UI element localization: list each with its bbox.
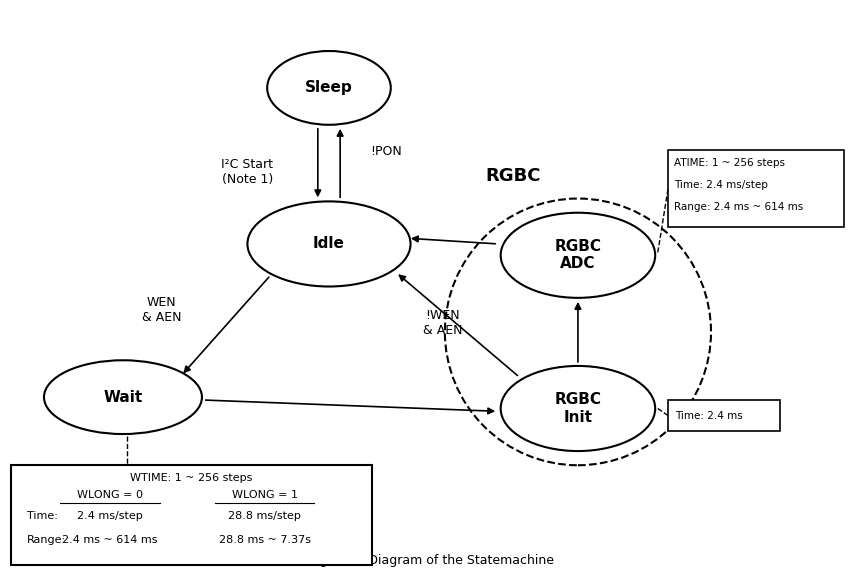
Text: Range: 2.4 ms ~ 614 ms: Range: 2.4 ms ~ 614 ms (674, 202, 804, 212)
Text: 2.4 ms ~ 614 ms: 2.4 ms ~ 614 ms (62, 535, 158, 545)
Text: Time: 2.4 ms/step: Time: 2.4 ms/step (674, 180, 768, 190)
Ellipse shape (500, 213, 655, 298)
Text: Figure 3: Diagram of the Statemachine: Figure 3: Diagram of the Statemachine (310, 555, 554, 567)
Text: WLONG = 1: WLONG = 1 (232, 490, 297, 500)
Text: Time:: Time: (27, 511, 58, 521)
Text: !PON: !PON (370, 145, 402, 158)
Ellipse shape (247, 201, 410, 286)
Text: WEN
& AEN: WEN & AEN (142, 296, 181, 324)
FancyBboxPatch shape (11, 465, 372, 564)
Text: WTIME: 1 ~ 256 steps: WTIME: 1 ~ 256 steps (130, 473, 253, 482)
FancyBboxPatch shape (668, 150, 844, 227)
Text: I²C Start
(Note 1): I²C Start (Note 1) (221, 158, 273, 186)
Ellipse shape (500, 366, 655, 451)
Text: RGBC: RGBC (486, 167, 542, 185)
Text: WLONG = 0: WLONG = 0 (77, 490, 143, 500)
Text: Wait: Wait (104, 390, 143, 405)
Text: 28.8 ms ~ 7.37s: 28.8 ms ~ 7.37s (219, 535, 310, 545)
Text: RGBC
Init: RGBC Init (555, 393, 601, 425)
Text: ATIME: 1 ~ 256 steps: ATIME: 1 ~ 256 steps (674, 159, 785, 168)
Text: !WEN
& AEN: !WEN & AEN (422, 309, 462, 337)
Text: Time: 2.4 ms: Time: 2.4 ms (675, 411, 743, 421)
Text: Idle: Idle (313, 237, 345, 252)
Ellipse shape (44, 360, 202, 434)
Text: RGBC
ADC: RGBC ADC (555, 239, 601, 272)
Ellipse shape (267, 51, 391, 125)
FancyBboxPatch shape (668, 400, 779, 431)
Text: Range:: Range: (27, 535, 66, 545)
Text: Sleep: Sleep (305, 80, 353, 95)
Text: 2.4 ms/step: 2.4 ms/step (77, 511, 143, 521)
Text: 28.8 ms/step: 28.8 ms/step (228, 511, 301, 521)
